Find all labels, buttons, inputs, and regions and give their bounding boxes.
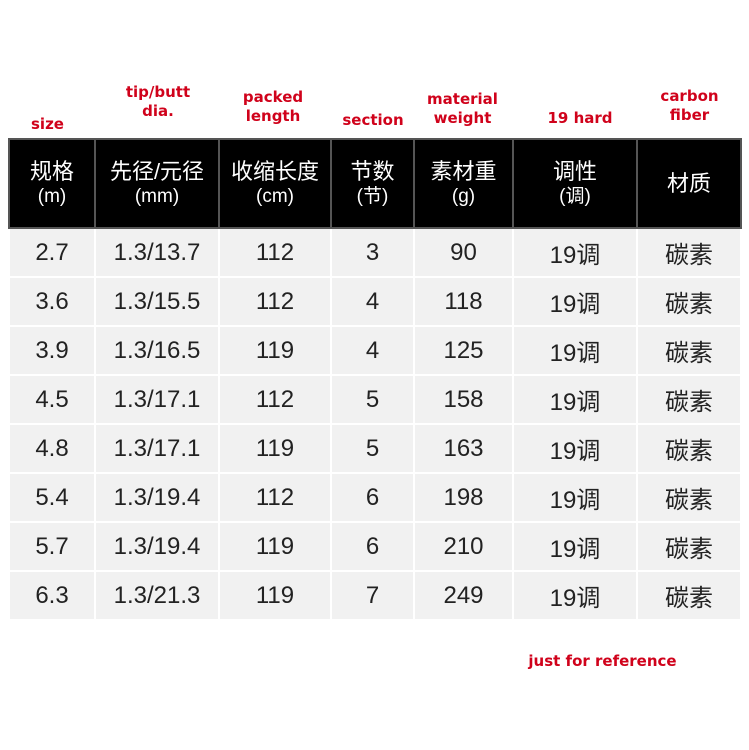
table-cell: 碳素 bbox=[636, 227, 742, 278]
table-row: 3.6 1.3/15.5 112 4 118 19调 碳素 bbox=[8, 276, 742, 327]
table-cell: 19调 bbox=[512, 227, 638, 278]
header-title: 调性 bbox=[552, 158, 597, 184]
header-unit: (m) bbox=[37, 185, 67, 207]
table-cell: 90 bbox=[413, 227, 514, 278]
table-cell: 112 bbox=[218, 472, 332, 523]
table-cell: 5 bbox=[330, 423, 415, 474]
table-cell: 1.3/19.4 bbox=[94, 521, 220, 572]
label-hard: 19 hard bbox=[547, 109, 613, 127]
column-header: 节数 (节) bbox=[330, 138, 415, 229]
table-cell: 6 bbox=[330, 521, 415, 572]
column-header: 材质 bbox=[636, 138, 742, 229]
table-cell: 112 bbox=[218, 276, 332, 327]
table-cell: 1.3/17.1 bbox=[94, 423, 220, 474]
label-carbon: carbon fiber bbox=[660, 87, 719, 124]
header-unit: (节) bbox=[356, 185, 389, 207]
table-cell: 19调 bbox=[512, 325, 638, 376]
header-title: 素材重 bbox=[430, 158, 497, 184]
table-cell: 198 bbox=[413, 472, 514, 523]
column-header: 规格 (m) bbox=[8, 138, 96, 229]
table-cell: 5 bbox=[330, 374, 415, 425]
table-cell: 163 bbox=[413, 423, 514, 474]
table-cell: 1.3/21.3 bbox=[94, 570, 220, 621]
table-cell: 158 bbox=[413, 374, 514, 425]
table-cell: 碳素 bbox=[636, 276, 742, 327]
table-cell: 119 bbox=[218, 423, 332, 474]
spec-table: 规格 (m) 先径/元径 (mm) 收缩长度 (cm) 节数 (节) 素材重 (g) 调性 (调) 材质… bbox=[8, 138, 742, 621]
table-row: 3.9 1.3/16.5 119 4 125 19调 碳素 bbox=[8, 325, 742, 376]
column-header: 素材重 (g) bbox=[413, 138, 514, 229]
table-cell: 19调 bbox=[512, 521, 638, 572]
table-row: 5.7 1.3/19.4 119 6 210 19调 碳素 bbox=[8, 521, 742, 572]
label-section: section bbox=[342, 111, 404, 129]
table-cell: 4.5 bbox=[8, 374, 96, 425]
table-cell: 6.3 bbox=[8, 570, 96, 621]
table-cell: 119 bbox=[218, 570, 332, 621]
label-dia: tip/butt dia. bbox=[125, 83, 191, 120]
table-cell: 6 bbox=[330, 472, 415, 523]
table-cell: 4 bbox=[330, 276, 415, 327]
table-cell: 1.3/17.1 bbox=[94, 374, 220, 425]
label-size: size bbox=[31, 115, 64, 133]
table-cell: 5.7 bbox=[8, 521, 96, 572]
table-row: 6.3 1.3/21.3 119 7 249 19调 碳素 bbox=[8, 570, 742, 621]
table-cell: 125 bbox=[413, 325, 514, 376]
table-cell: 碳素 bbox=[636, 521, 742, 572]
table-row: 4.5 1.3/17.1 112 5 158 19调 碳素 bbox=[8, 374, 742, 425]
table-cell: 119 bbox=[218, 325, 332, 376]
table-cell: 1.3/13.7 bbox=[94, 227, 220, 278]
header-unit: (调) bbox=[559, 185, 591, 207]
table-cell: 4.8 bbox=[8, 423, 96, 474]
table-cell: 碳素 bbox=[636, 472, 742, 523]
label-packed-length: packed length bbox=[242, 88, 304, 125]
table-cell: 碳素 bbox=[636, 570, 742, 621]
table-cell: 2.7 bbox=[8, 227, 96, 278]
table-cell: 112 bbox=[218, 227, 332, 278]
table-cell: 1.3/15.5 bbox=[94, 276, 220, 327]
header-title: 节数 bbox=[350, 158, 395, 184]
header-unit: (mm) bbox=[134, 185, 180, 207]
table-row: 2.7 1.3/13.7 112 3 90 19调 碳素 bbox=[8, 227, 742, 278]
table-cell: 5.4 bbox=[8, 472, 96, 523]
table-cell: 119 bbox=[218, 521, 332, 572]
table-cell: 3.9 bbox=[8, 325, 96, 376]
header-title: 规格 bbox=[29, 158, 74, 184]
table-cell: 碳素 bbox=[636, 374, 742, 425]
table-cell: 249 bbox=[413, 570, 514, 621]
table-cell: 碳素 bbox=[636, 325, 742, 376]
footnote: just for reference bbox=[528, 652, 677, 670]
header-unit: (g) bbox=[451, 185, 476, 207]
table-cell: 19调 bbox=[512, 423, 638, 474]
table-cell: 1.3/19.4 bbox=[94, 472, 220, 523]
label-weight: material weight bbox=[427, 90, 498, 127]
table-cell: 19调 bbox=[512, 374, 638, 425]
table-cell: 19调 bbox=[512, 276, 638, 327]
table-cell: 118 bbox=[413, 276, 514, 327]
table-cell: 碳素 bbox=[636, 423, 742, 474]
header-unit: (cm) bbox=[256, 185, 294, 207]
column-header: 先径/元径 (mm) bbox=[94, 138, 220, 229]
table-cell: 3 bbox=[330, 227, 415, 278]
table-row: 5.4 1.3/19.4 112 6 198 19调 碳素 bbox=[8, 472, 742, 523]
table-cell: 7 bbox=[330, 570, 415, 621]
table-cell: 19调 bbox=[512, 570, 638, 621]
table-cell: 3.6 bbox=[8, 276, 96, 327]
table-row: 4.8 1.3/17.1 119 5 163 19调 碳素 bbox=[8, 423, 742, 474]
header-title: 收缩长度 bbox=[230, 158, 319, 184]
table-cell: 1.3/16.5 bbox=[94, 325, 220, 376]
column-header: 收缩长度 (cm) bbox=[218, 138, 332, 229]
table-cell: 4 bbox=[330, 325, 415, 376]
header-title: 材质 bbox=[666, 171, 711, 196]
table-cell: 19调 bbox=[512, 472, 638, 523]
column-header: 调性 (调) bbox=[512, 138, 638, 229]
header-title: 先径/元径 bbox=[109, 158, 205, 184]
table-cell: 112 bbox=[218, 374, 332, 425]
table-cell: 210 bbox=[413, 521, 514, 572]
